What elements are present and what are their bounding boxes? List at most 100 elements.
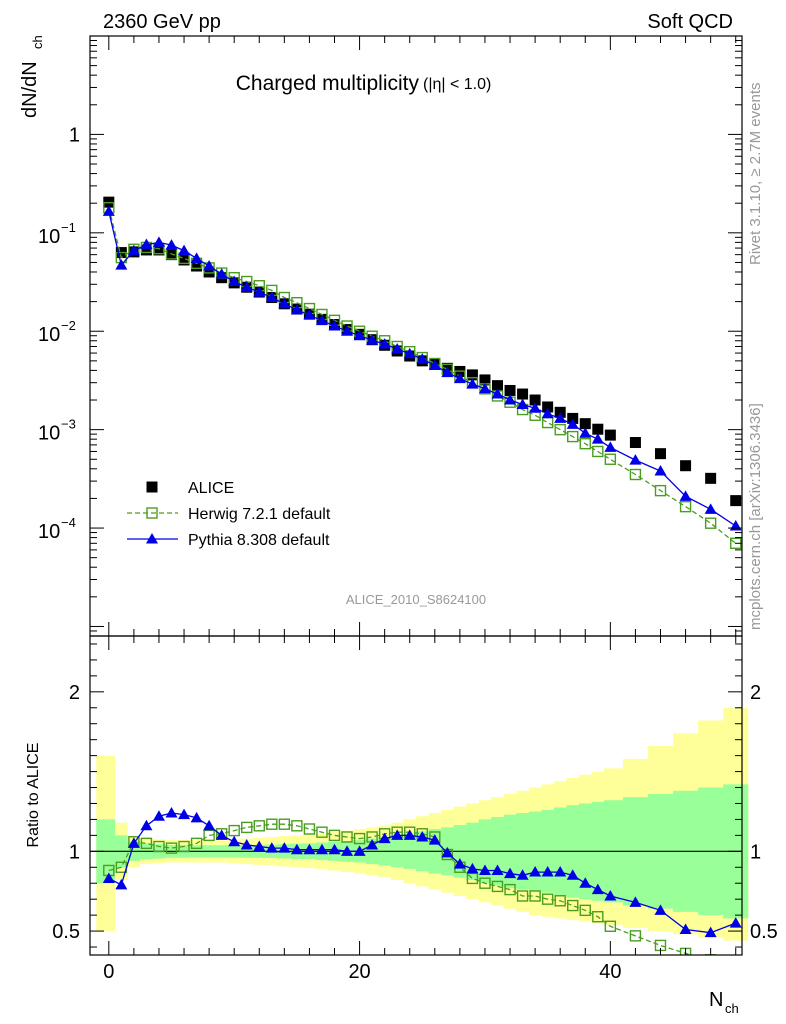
ratio-point-herwig xyxy=(190,837,203,850)
analysis-id: ALICE_2010_S8624100 xyxy=(346,592,486,607)
point-herwig xyxy=(554,423,566,436)
point-alice xyxy=(191,260,203,272)
ratio-point-pythia xyxy=(278,842,291,853)
ratio-point-herwig xyxy=(529,890,541,902)
ratio-point-pythia xyxy=(240,838,253,850)
point-pythia xyxy=(303,309,316,320)
point-pythia xyxy=(127,244,140,256)
ratio-point-pythia xyxy=(403,829,416,840)
x-axis-label: N xyxy=(709,989,723,1011)
point-pythia xyxy=(478,382,491,394)
x-axis-title: N ch xyxy=(709,989,739,1016)
ratio-y-tick-label-right: 0.5 xyxy=(750,921,778,943)
ratio-point-pythia xyxy=(478,864,491,875)
ratio-line-pythia xyxy=(108,812,736,934)
point-pythia xyxy=(315,314,328,326)
ratio-point-pythia xyxy=(554,866,567,877)
y-tick-label-exp: −4 xyxy=(61,515,76,530)
ratio-point-herwig xyxy=(153,840,165,853)
ratio-point-pythia xyxy=(353,845,366,856)
ratio-axes: 0.5 0.51 12 20 20 40 xyxy=(52,636,778,983)
point-alice xyxy=(178,254,190,266)
ratio-point-pythia xyxy=(140,819,153,831)
point-herwig xyxy=(567,430,579,443)
ratio-point-pythia xyxy=(203,819,216,831)
point-pythia xyxy=(328,320,341,331)
ratio-point-herwig xyxy=(516,890,529,902)
legend: ALICE Herwig 7.2.1 default Pythia 8.308 de… xyxy=(127,480,331,549)
ratio-point-herwig xyxy=(579,904,591,917)
point-pythia xyxy=(152,236,165,247)
ratio-point-herwig xyxy=(731,961,741,971)
point-pythia xyxy=(466,378,479,389)
point-pythia xyxy=(729,519,742,531)
main-series-group xyxy=(102,196,742,549)
point-pythia xyxy=(378,338,391,349)
ratio-point-pythia xyxy=(315,843,328,855)
x-axis-label-sub: ch xyxy=(725,1001,739,1016)
ratio-point-pythia xyxy=(253,840,266,852)
energy-label: 2360 GeV pp xyxy=(103,11,221,33)
point-alice xyxy=(592,423,604,435)
ratio-point-herwig xyxy=(178,840,190,853)
point-pythia xyxy=(115,259,128,270)
point-herwig xyxy=(704,517,717,529)
ratio-point-pythia xyxy=(328,843,341,855)
point-herwig xyxy=(679,500,692,513)
ratio-point-herwig xyxy=(341,831,353,843)
x-tick-label: 20 xyxy=(348,961,370,983)
ratio-point-herwig xyxy=(328,829,341,842)
ratio-y-tick-label: 1 xyxy=(69,841,80,863)
point-pythia xyxy=(353,329,366,341)
point-alice xyxy=(492,380,503,392)
ratio-series-group xyxy=(102,807,742,971)
series-line-pythia xyxy=(108,211,737,527)
ratio-point-pythia xyxy=(416,830,429,842)
y-tick-label-exp: −1 xyxy=(61,220,76,235)
y-axis-title: dN/dN ch xyxy=(19,35,45,118)
point-herwig xyxy=(541,416,554,429)
point-alice xyxy=(203,266,215,278)
ratio-point-pythia xyxy=(228,835,241,847)
ratio-point-herwig xyxy=(491,880,504,893)
ratio-point-herwig xyxy=(479,877,491,889)
point-pythia xyxy=(215,268,228,279)
point-pythia xyxy=(102,205,115,216)
ratio-point-herwig xyxy=(704,954,717,955)
ratio-point-pythia xyxy=(566,869,579,880)
ratio-series-herwig xyxy=(103,818,741,971)
x-tick-label: 40 xyxy=(599,961,621,983)
ratio-point-herwig xyxy=(629,930,642,942)
ratio-y-tick-label-right: 2 xyxy=(750,682,761,704)
point-alice xyxy=(680,460,692,472)
ratio-point-pythia xyxy=(428,834,441,845)
chart-title-suffix: (|η| < 1.0) xyxy=(423,76,491,93)
point-pythia xyxy=(253,286,266,297)
point-pythia xyxy=(629,454,642,465)
chart-title: Charged multiplicity xyxy=(236,72,420,95)
ratio-point-pythia xyxy=(579,877,592,888)
uncertainty-band xyxy=(90,707,749,941)
ratio-point-pythia xyxy=(704,926,717,938)
ratio-point-herwig xyxy=(203,829,215,842)
y-tick-label: 10 xyxy=(38,226,60,248)
ratio-point-pythia xyxy=(504,867,517,879)
ratio-point-pythia xyxy=(102,872,115,883)
point-pythia xyxy=(441,366,454,378)
y-axis-label: dN/dN xyxy=(19,61,41,118)
mcplots-label: mcplots.cern.ch [arXiv:1306.3436] xyxy=(747,403,764,630)
legend-label-pythia: Pythia 8.308 default xyxy=(188,532,330,549)
ratio-point-pythia xyxy=(127,837,140,848)
y-tick-label-exp: −3 xyxy=(61,417,76,432)
ratio-point-pythia xyxy=(729,917,742,928)
point-pythia xyxy=(165,239,178,250)
series-line-herwig xyxy=(108,207,737,544)
ratio-frame xyxy=(89,635,743,956)
ratio-point-pythia xyxy=(303,843,316,855)
ratio-point-pythia xyxy=(441,846,454,858)
ratio-point-herwig xyxy=(316,826,328,838)
point-pythia xyxy=(240,281,253,292)
ratio-point-herwig xyxy=(541,893,554,905)
ratio-point-pythia xyxy=(290,843,303,855)
